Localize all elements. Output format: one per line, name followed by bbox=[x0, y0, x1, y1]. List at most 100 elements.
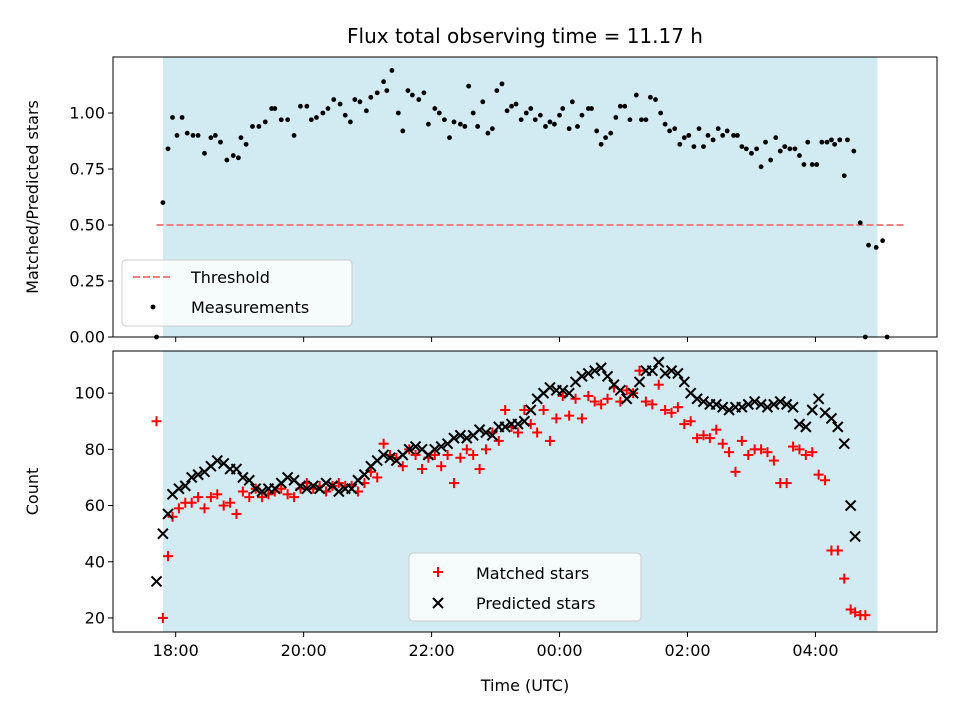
measurement-point bbox=[617, 103, 623, 109]
matched-point bbox=[850, 607, 861, 618]
measurement-point bbox=[250, 124, 255, 129]
matched-point bbox=[672, 402, 683, 413]
measurement-point bbox=[457, 121, 463, 127]
legend-predicted-label: Predicted stars bbox=[476, 594, 596, 613]
measurement-point bbox=[643, 117, 649, 123]
matched-point bbox=[442, 449, 453, 460]
measurement-point bbox=[238, 135, 244, 141]
y-tick-label: 0.25 bbox=[69, 272, 105, 291]
matched-point bbox=[589, 396, 600, 407]
measurement-point bbox=[357, 99, 363, 105]
x-tick-label: 04:00 bbox=[792, 641, 838, 660]
matched-point bbox=[781, 478, 792, 489]
matched-point bbox=[711, 424, 722, 435]
measurement-point bbox=[184, 130, 190, 136]
legend-measurements-label: Measurements bbox=[191, 298, 309, 317]
matched-point bbox=[532, 427, 543, 438]
measurement-point bbox=[782, 144, 788, 150]
measurement-point bbox=[552, 121, 557, 127]
predicted-point bbox=[162, 508, 174, 520]
predicted-point bbox=[230, 463, 243, 475]
predicted-point bbox=[409, 440, 422, 453]
matched-point bbox=[724, 447, 735, 458]
matched-point bbox=[634, 365, 645, 376]
bottom-legend: Matched stars Predicted stars bbox=[408, 552, 642, 622]
matched-point bbox=[800, 449, 811, 460]
matched-point bbox=[570, 393, 581, 404]
measurement-point bbox=[170, 115, 175, 120]
matched-point bbox=[500, 405, 511, 416]
top-legend: Threshold Measurements bbox=[121, 259, 353, 327]
predicted-point bbox=[633, 376, 646, 388]
predicted-point bbox=[691, 393, 703, 405]
measurement-point bbox=[389, 68, 395, 73]
matched-point bbox=[730, 466, 741, 477]
measurement-point bbox=[773, 135, 779, 141]
measurement-point bbox=[202, 150, 207, 156]
measurement-point bbox=[653, 97, 658, 102]
predicted-point bbox=[333, 485, 345, 498]
matched-point bbox=[698, 430, 709, 441]
predicted-point bbox=[448, 432, 460, 444]
matched-point bbox=[436, 461, 447, 472]
measurement-point bbox=[278, 117, 284, 123]
matched-point bbox=[173, 503, 184, 514]
y-tick-label: 1.00 bbox=[69, 104, 105, 123]
measurement-point bbox=[331, 97, 337, 102]
matched-point bbox=[257, 492, 268, 503]
matched-point bbox=[186, 497, 197, 508]
matched-point bbox=[244, 492, 255, 503]
matched-point bbox=[564, 410, 575, 421]
x-tick-label: 18:00 bbox=[153, 641, 199, 660]
matched-point bbox=[289, 492, 300, 503]
matched-point bbox=[455, 452, 466, 463]
predicted-point bbox=[211, 454, 223, 467]
matched-point bbox=[212, 489, 223, 500]
measurement-point bbox=[342, 112, 348, 118]
measurement-point bbox=[743, 146, 749, 152]
predicted-point bbox=[243, 474, 255, 486]
predicted-point bbox=[454, 429, 467, 442]
top-y-axis-label: Matched/Predicted stars bbox=[23, 100, 42, 294]
measurement-point bbox=[272, 106, 278, 111]
measurement-point bbox=[224, 157, 230, 163]
predicted-point bbox=[486, 429, 499, 442]
measurement-point bbox=[243, 141, 249, 147]
measurement-point bbox=[792, 146, 798, 152]
predicted-point bbox=[672, 367, 684, 380]
measurement-point bbox=[160, 200, 166, 206]
measurement-point bbox=[405, 88, 411, 93]
predicted-point bbox=[659, 367, 671, 380]
matched-point bbox=[237, 486, 248, 497]
x-tick-label: 20:00 bbox=[281, 641, 327, 660]
predicted-point bbox=[281, 471, 294, 484]
top-y-ticks: 0.00 0.25 0.50 0.75 1.00 bbox=[69, 104, 113, 347]
predicted-point bbox=[403, 443, 415, 456]
matched-point bbox=[839, 573, 850, 584]
measurement-point bbox=[797, 153, 802, 158]
measurement-point bbox=[308, 117, 314, 123]
matched-point bbox=[493, 435, 504, 446]
measurement-point bbox=[805, 139, 811, 145]
measurement-point bbox=[667, 128, 672, 134]
predicted-point bbox=[849, 530, 861, 543]
legend-matched-swatch bbox=[433, 567, 443, 577]
measurement-point bbox=[639, 117, 644, 123]
matched-point bbox=[480, 444, 491, 455]
measurement-point bbox=[841, 173, 847, 179]
predicted-point bbox=[499, 421, 511, 433]
matched-point bbox=[788, 441, 799, 452]
matched-point bbox=[378, 438, 389, 449]
predicted-point bbox=[716, 401, 729, 413]
predicted-point bbox=[844, 499, 857, 512]
matched-point bbox=[640, 396, 651, 407]
bottom-axes-frame bbox=[112, 350, 938, 633]
measurement-point bbox=[754, 146, 759, 152]
predicted-point bbox=[806, 404, 818, 416]
matched-point bbox=[282, 489, 293, 500]
bottom-panel: 20 40 60 80 100 18:00 20:00 22:00 00:00 02:00 04:… bbox=[23, 350, 938, 695]
measurement-point bbox=[622, 103, 628, 109]
x-tick-label: 02:00 bbox=[664, 641, 710, 660]
measurement-point bbox=[179, 115, 185, 120]
measurement-point bbox=[557, 112, 562, 118]
